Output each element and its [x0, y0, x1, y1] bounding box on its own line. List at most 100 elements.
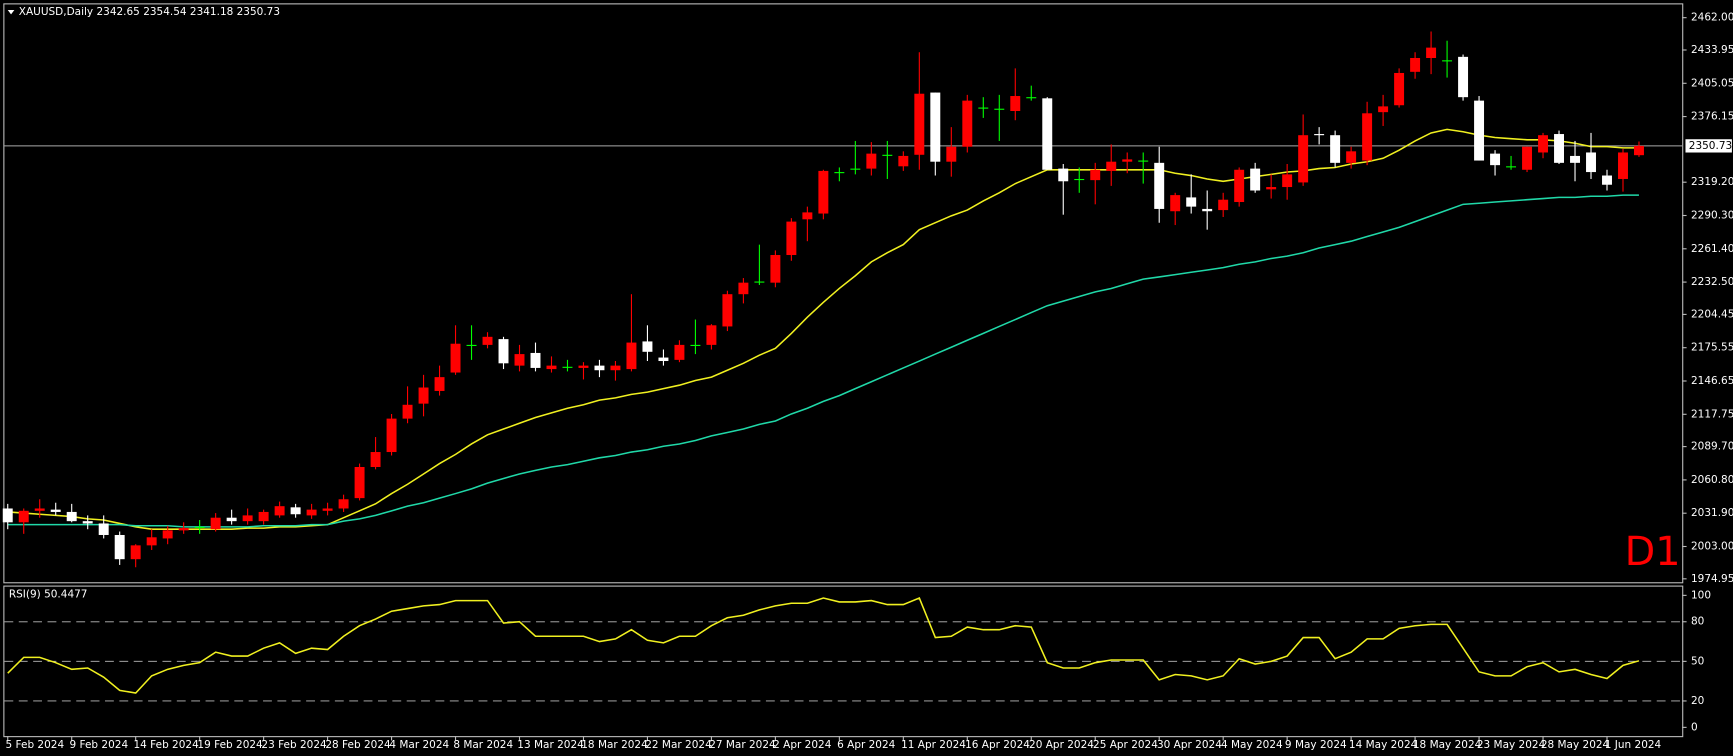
x-tick-label: 16 Apr 2024 — [965, 739, 1030, 751]
x-tick-label: 9 May 2024 — [1285, 739, 1347, 751]
candle-body — [658, 357, 669, 362]
candle-body — [1090, 169, 1101, 181]
candle-body — [1122, 159, 1133, 162]
candle-body — [1410, 58, 1421, 72]
candle-body — [34, 508, 45, 511]
candle-body — [1170, 195, 1181, 212]
x-tick-label: 14 May 2024 — [1349, 739, 1418, 751]
x-tick-label: 23 May 2024 — [1477, 739, 1546, 751]
candle-body — [1378, 106, 1389, 113]
x-tick-label: 4 Mar 2024 — [389, 739, 449, 751]
candle-body — [626, 342, 637, 370]
candle-body — [290, 507, 301, 515]
candle-body — [1538, 135, 1549, 153]
x-tick-label: 23 Feb 2024 — [261, 739, 327, 751]
candle-body — [146, 537, 157, 546]
candle-body — [1602, 175, 1612, 185]
candle-body — [482, 336, 493, 345]
y-tick-label: 2146.65 — [1691, 375, 1733, 387]
candle-body — [898, 155, 909, 167]
y-tick-label: 2060.80 — [1691, 474, 1733, 486]
x-tick-label: 27 Mar 2024 — [709, 739, 776, 751]
x-tick-label: 9 Feb 2024 — [69, 739, 128, 751]
x-tick-label: 22 Mar 2024 — [645, 739, 712, 751]
candle-body — [178, 528, 189, 531]
candle-body — [1346, 151, 1357, 163]
y-tick-label: 2405.05 — [1691, 77, 1733, 89]
x-tick-label: 8 Mar 2024 — [453, 739, 513, 751]
candle-body — [66, 511, 77, 522]
x-tick-label: 28 Feb 2024 — [325, 739, 391, 751]
y-tick-label: 2433.95 — [1691, 44, 1733, 56]
candle-body — [114, 534, 125, 560]
main-panel — [3, 3, 1684, 584]
y-tick-label: 20 — [1691, 695, 1704, 707]
x-tick-label: 18 May 2024 — [1413, 739, 1482, 751]
candle-body — [210, 517, 221, 530]
candle-body — [1314, 134, 1325, 136]
candle-body — [1458, 56, 1469, 98]
candle-body — [98, 523, 109, 535]
candle-body — [1266, 187, 1277, 190]
y-tick-label: 100 — [1691, 589, 1711, 601]
y-tick-label: 2462.00 — [1691, 12, 1733, 24]
candle-body — [546, 365, 557, 370]
candle-body — [1426, 47, 1437, 59]
candle-body — [1634, 145, 1644, 156]
candle-body — [226, 517, 237, 522]
y-tick-label: 80 — [1691, 616, 1704, 628]
x-tick-label: 28 May 2024 — [1541, 739, 1610, 751]
current-price-box — [1685, 139, 1732, 153]
y-tick-label: 2003.00 — [1691, 540, 1733, 552]
y-tick-label: 0 — [1691, 721, 1698, 733]
x-tick-label: 2 Apr 2024 — [773, 739, 832, 751]
candle-body — [194, 526, 205, 529]
rsi-title: RSI(9) 50.4477 — [9, 588, 88, 600]
x-tick-label: 18 Mar 2024 — [581, 739, 648, 751]
y-tick-label: 2117.75 — [1691, 408, 1733, 420]
candle-body — [850, 168, 861, 170]
candle-body — [242, 515, 253, 522]
candle-body — [1522, 146, 1533, 170]
x-tick-label: 30 Apr 2024 — [1157, 739, 1222, 751]
candle-body — [594, 365, 605, 371]
current-price-label: 2350.73 — [1689, 140, 1732, 152]
candle-body — [370, 452, 381, 468]
candle-body — [322, 508, 333, 511]
candle-body — [866, 153, 877, 169]
y-tick-label: 2204.45 — [1691, 308, 1733, 320]
candle-body — [1506, 166, 1517, 168]
candle-body — [610, 365, 621, 371]
x-tick-label: 25 Apr 2024 — [1093, 739, 1158, 751]
x-tick-label: 6 Apr 2024 — [837, 739, 896, 751]
candle-body — [466, 344, 477, 346]
candle-body — [642, 341, 653, 352]
y-tick-label: 2175.55 — [1691, 342, 1733, 354]
candle-body — [690, 344, 701, 346]
moving-average — [7, 194, 1639, 528]
candle-body — [1042, 98, 1053, 170]
menu-arrow — [7, 9, 15, 15]
candle-body — [354, 467, 365, 499]
candle-body — [818, 170, 829, 214]
y-tick-label: 50 — [1691, 655, 1704, 667]
candle-body — [1442, 60, 1453, 62]
candle-body — [1026, 97, 1037, 99]
candle-body — [1058, 168, 1069, 182]
candle-body — [386, 418, 397, 453]
candle-body — [1010, 96, 1021, 111]
candle-body — [1618, 152, 1628, 179]
candle-body — [402, 404, 413, 419]
y-tick-label: 2031.90 — [1691, 507, 1733, 519]
candle-body — [162, 530, 173, 539]
candle-body — [18, 510, 29, 523]
candle-body — [498, 339, 509, 364]
candle-body — [82, 521, 93, 524]
candle-body — [882, 154, 893, 156]
candle-body — [1202, 208, 1213, 212]
chart-title: XAUUSD,Daily 2342.65 2354.54 2341.18 235… — [19, 6, 280, 18]
candle-body — [1154, 162, 1165, 209]
timeframe-label: D1 — [1625, 529, 1681, 575]
candle-body — [722, 294, 733, 327]
